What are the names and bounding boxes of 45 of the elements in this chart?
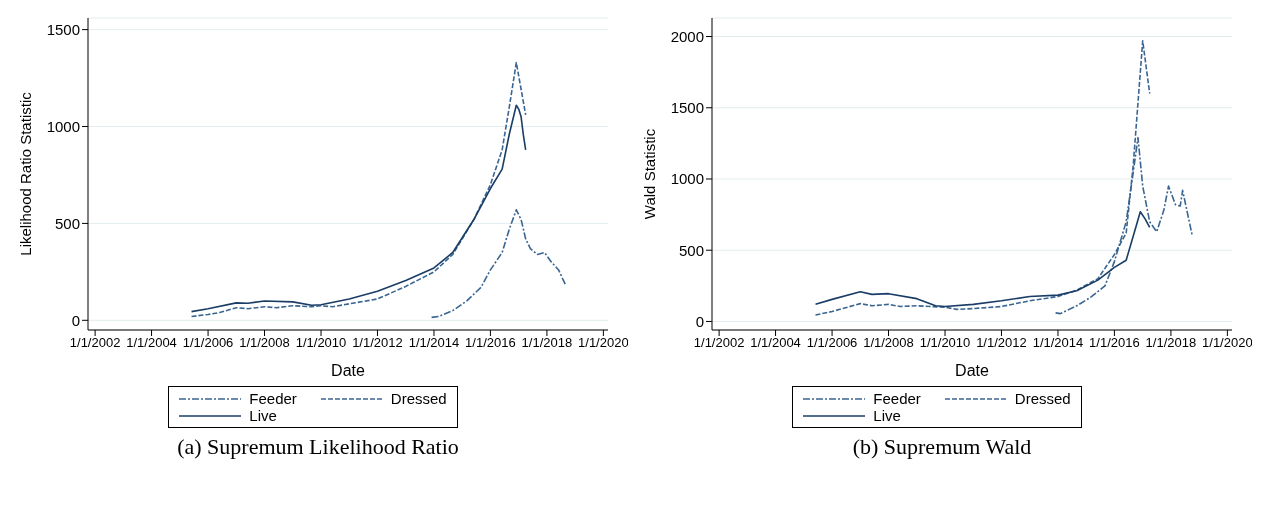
legend-label: Feeder <box>249 390 297 407</box>
x-tick-label: 1/1/2002 <box>69 335 121 351</box>
x-tick-label: 1/1/2014 <box>1032 335 1084 351</box>
y-tick-label: 500 <box>54 214 80 232</box>
y-tick-label: 1500 <box>670 99 704 117</box>
legend-label: Live <box>249 407 277 424</box>
y-tick-label: 500 <box>678 241 704 259</box>
y-tick-label: 0 <box>71 311 80 329</box>
x-tick-label: 1/1/2018 <box>521 335 573 351</box>
line-series <box>190 104 527 313</box>
legend-label: Live <box>873 407 901 424</box>
x-tick-label: 1/1/2012 <box>976 335 1027 351</box>
x-tick-label: 1/1/2016 <box>1089 335 1140 351</box>
x-tick-label: 1/1/2008 <box>863 335 914 351</box>
y-tick-label: 1000 <box>670 170 704 188</box>
x-tick-label: 1/1/2020 <box>1202 335 1253 351</box>
legend-label: Dressed <box>1014 390 1071 407</box>
x-tick-label: 1/1/2020 <box>578 335 629 351</box>
line-series <box>190 61 527 318</box>
y-axis-title: Likelihood Ratio Statistic <box>17 91 35 256</box>
x-axis-title: Date <box>955 362 989 379</box>
x-tick-label: 1/1/2002 <box>693 335 745 351</box>
x-tick-label: 1/1/2010 <box>919 335 971 351</box>
text: (b) Supremum Wald <box>852 434 1032 460</box>
y-tick-label: 0 <box>695 312 704 330</box>
x-tick-label: 1/1/2004 <box>126 335 177 351</box>
x-tick-label: 1/1/2004 <box>750 335 801 351</box>
line-series <box>814 210 1151 308</box>
legend-label: Feeder <box>873 390 921 407</box>
text: (a) Supremum Likelihood Ratio <box>177 434 459 460</box>
y-axis-title: Wald Statistic <box>641 128 659 220</box>
x-tick-label: 1/1/2016 <box>465 335 516 351</box>
x-tick-label: 1/1/2014 <box>408 335 460 351</box>
y-tick-label: 1000 <box>46 117 80 135</box>
x-tick-label: 1/1/2010 <box>295 335 347 351</box>
legend-label: Dressed <box>390 390 447 407</box>
x-tick-label: 1/1/2012 <box>352 335 403 351</box>
y-tick-label: 2000 <box>670 27 704 45</box>
line-series <box>430 209 567 319</box>
x-tick-label: 1/1/2008 <box>239 335 290 351</box>
x-axis-title: Date <box>331 362 365 379</box>
y-tick-label: 1500 <box>46 20 80 38</box>
x-tick-label: 1/1/2006 <box>182 335 234 351</box>
x-tick-label: 1/1/2006 <box>806 335 858 351</box>
x-tick-label: 1/1/2018 <box>1145 335 1197 351</box>
